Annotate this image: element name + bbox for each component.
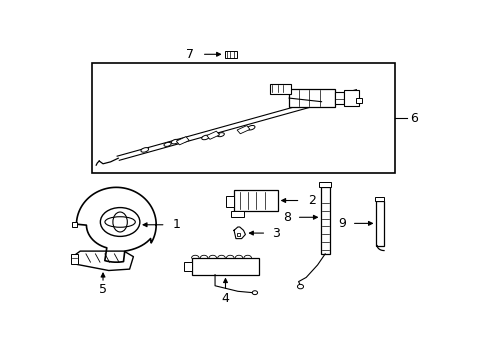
Text: 3: 3: [272, 226, 280, 240]
Ellipse shape: [164, 142, 171, 147]
Text: 6: 6: [411, 112, 418, 125]
Polygon shape: [76, 187, 156, 262]
Ellipse shape: [217, 133, 224, 137]
Circle shape: [252, 291, 258, 294]
Bar: [192, 258, 259, 275]
Bar: [231, 211, 245, 217]
Bar: [226, 196, 234, 207]
Bar: [237, 233, 241, 236]
Bar: [289, 89, 335, 107]
Circle shape: [297, 284, 303, 289]
Bar: [224, 51, 237, 58]
Bar: [176, 137, 189, 145]
Text: 8: 8: [283, 211, 291, 224]
Bar: [335, 92, 344, 104]
Text: 4: 4: [221, 292, 229, 305]
Ellipse shape: [141, 148, 148, 152]
Ellipse shape: [172, 139, 179, 144]
Bar: [319, 183, 331, 187]
Polygon shape: [73, 251, 133, 270]
Polygon shape: [234, 227, 245, 239]
Ellipse shape: [247, 126, 255, 130]
Bar: [270, 84, 291, 94]
Bar: [184, 262, 192, 271]
Circle shape: [100, 208, 140, 237]
Bar: [344, 90, 359, 105]
Text: 2: 2: [308, 194, 316, 207]
Bar: [356, 98, 363, 103]
Bar: [92, 63, 395, 174]
Bar: [72, 222, 77, 227]
Bar: [375, 197, 385, 201]
Bar: [376, 201, 384, 246]
Bar: [234, 190, 278, 211]
Text: 1: 1: [173, 218, 181, 231]
Bar: [321, 187, 330, 254]
Text: 7: 7: [186, 48, 195, 61]
Bar: [71, 255, 77, 264]
Text: 5: 5: [99, 283, 107, 296]
Text: 9: 9: [338, 217, 346, 230]
Bar: [237, 126, 250, 134]
Ellipse shape: [202, 135, 209, 140]
Bar: [207, 131, 220, 139]
